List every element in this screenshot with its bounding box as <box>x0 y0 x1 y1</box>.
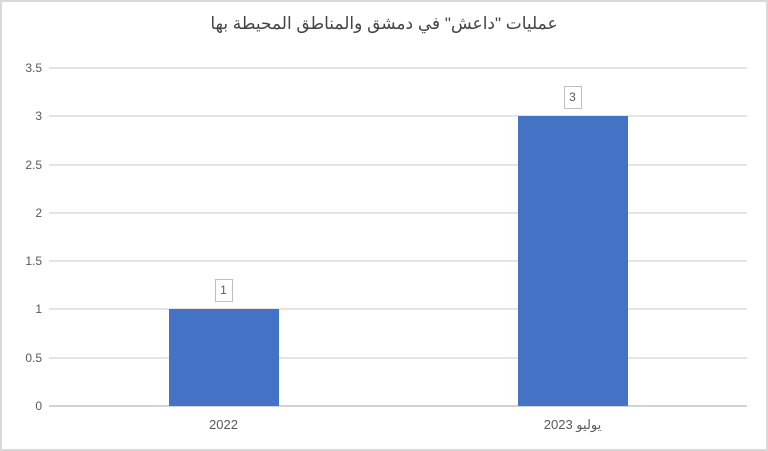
bar-يوليو-2023[interactable] <box>517 116 628 406</box>
y-axis-tick-label: 2 <box>35 205 42 220</box>
chart-title: عمليات "داعش" في دمشق والمناطق المحيطة ب… <box>210 14 558 33</box>
data-label: 3 <box>563 86 582 110</box>
gridline <box>49 115 747 118</box>
x-axis-category-label: 2022 <box>209 417 238 432</box>
data-label: 1 <box>214 279 233 303</box>
gridline <box>49 260 747 263</box>
y-axis-tick-label: 0 <box>35 399 42 413</box>
gridline <box>49 67 747 69</box>
y-axis-tick-label: 0.5 <box>25 350 42 365</box>
bar-2022[interactable] <box>168 309 279 406</box>
y-axis-tick-label: 2.5 <box>25 157 42 172</box>
gridline <box>49 211 747 214</box>
y-axis-tick-label: 3.5 <box>25 61 42 75</box>
y-axis-tick-label: 1.5 <box>25 254 42 269</box>
x-axis-category-label: يوليو 2023 <box>543 417 602 432</box>
gridline <box>49 308 747 311</box>
gridline <box>49 163 747 166</box>
gridline <box>49 356 747 359</box>
y-axis-tick-label: 1 <box>35 302 42 317</box>
y-axis-tick-label: 3 <box>35 109 42 124</box>
x-axis-line <box>49 405 747 407</box>
